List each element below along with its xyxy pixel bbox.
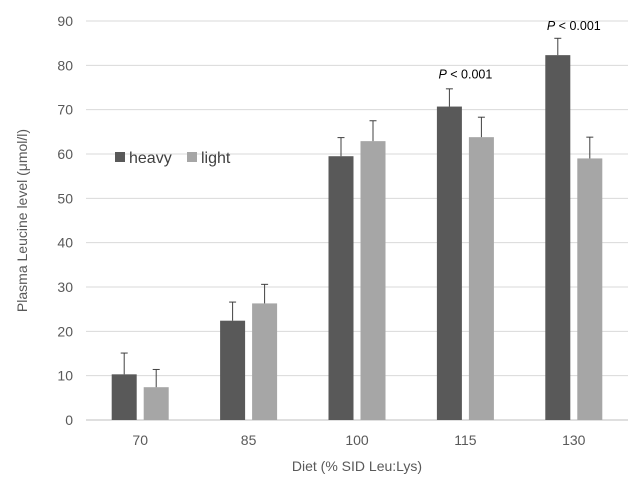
p-value-symbol: P [547, 19, 556, 33]
gridlines [86, 20, 628, 421]
y-tick-label: 10 [57, 368, 73, 384]
legend-label-light: light [201, 150, 231, 167]
bar-heavy-85 [220, 320, 246, 420]
p-value-annotation: P < 0.001 [547, 19, 601, 33]
y-tick-label: 50 [57, 190, 73, 206]
y-tick-label: 90 [57, 13, 73, 29]
legend: heavy light [115, 150, 231, 167]
x-axis-ticks: 70 85 100 115 130 [132, 432, 585, 448]
bar-light-70 [143, 387, 169, 420]
y-tick-label: 0 [65, 412, 73, 428]
p-value-symbol: P [438, 68, 447, 82]
y-tick-label: 70 [57, 102, 73, 118]
x-tick-label: 130 [562, 432, 586, 448]
y-tick-label: 40 [57, 235, 73, 251]
bar-heavy-130 [545, 55, 571, 421]
bar-light-85 [252, 303, 278, 420]
x-tick-label: 100 [345, 432, 369, 448]
bar-heavy-100 [328, 156, 354, 420]
y-tick-label: 30 [57, 279, 73, 295]
p-value-text: < 0.001 [555, 19, 601, 33]
legend-label-heavy: heavy [129, 150, 172, 167]
bar-heavy-70 [111, 374, 137, 420]
legend-swatch-light [187, 152, 197, 162]
x-tick-label: 70 [132, 432, 148, 448]
bar-heavy-115 [436, 106, 462, 421]
bar-light-130 [577, 158, 603, 420]
bar-light-115 [468, 137, 494, 421]
p-value-annotation: P < 0.001 [438, 68, 492, 82]
error-bars [120, 37, 594, 388]
x-axis-label: Diet (% SID Leu:Lys) [292, 458, 422, 474]
y-tick-label: 60 [57, 146, 73, 162]
legend-swatch-heavy [115, 152, 125, 162]
y-axis-ticks: 0 10 20 30 40 50 60 70 80 90 [57, 13, 73, 428]
bars [111, 55, 603, 421]
bar-light-100 [360, 141, 386, 421]
y-axis-label: Plasma Leucine level (μmol/l) [14, 129, 30, 312]
y-tick-label: 80 [57, 57, 73, 73]
x-tick-label: 85 [241, 432, 257, 448]
p-value-text: < 0.001 [447, 68, 493, 82]
y-tick-label: 20 [57, 323, 73, 339]
x-tick-label: 115 [454, 432, 477, 448]
